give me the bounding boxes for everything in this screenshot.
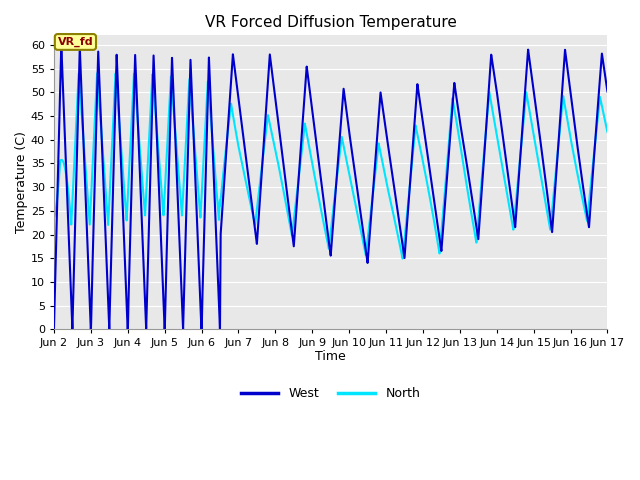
Y-axis label: Temperature (C): Temperature (C) xyxy=(15,132,28,233)
Title: VR Forced Diffusion Temperature: VR Forced Diffusion Temperature xyxy=(205,15,456,30)
X-axis label: Time: Time xyxy=(316,350,346,363)
Legend: West, North: West, North xyxy=(236,383,426,406)
Text: VR_fd: VR_fd xyxy=(58,37,93,47)
